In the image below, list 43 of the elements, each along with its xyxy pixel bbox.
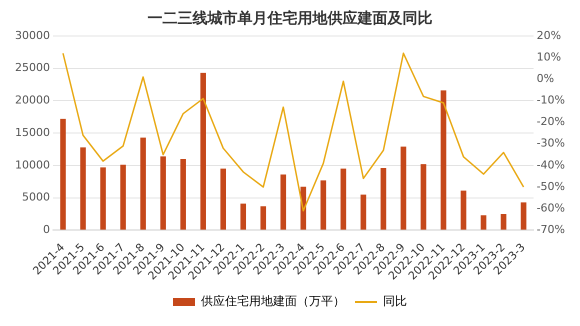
y-tick-label: 20000	[14, 94, 50, 107]
y2-tick-label: -30%	[536, 136, 566, 150]
y2-tick-label: -50%	[536, 180, 566, 193]
y-tick-label: 0	[42, 223, 50, 236]
y-tick-label: 15000	[14, 126, 50, 139]
bar	[240, 204, 246, 230]
y2-tick-label: 20%	[536, 28, 562, 42]
bar	[460, 190, 466, 230]
bar	[280, 174, 286, 230]
y2-tick-label: -60%	[536, 201, 566, 214]
bar	[220, 168, 226, 230]
y-tick-label: 10000	[14, 158, 50, 172]
bar	[180, 158, 186, 230]
bar	[140, 138, 146, 230]
y2-tick-label: -20%	[536, 115, 566, 128]
bar	[420, 164, 426, 230]
chart-title: 一二三线城市单月住宅用地供应建面及同比	[148, 8, 432, 27]
y-tick-label: 30000	[14, 28, 50, 42]
bar	[360, 194, 366, 230]
bar	[120, 164, 126, 230]
bar	[80, 147, 86, 230]
bar	[160, 156, 166, 230]
bar	[100, 167, 106, 230]
bar	[380, 168, 386, 230]
bar	[440, 90, 446, 230]
legend-label: 供应住宅用地建面（万平）	[201, 294, 345, 308]
y2-tick-label: -70%	[536, 223, 566, 236]
bar	[200, 72, 206, 230]
bar	[480, 215, 486, 230]
y2-tick-label: -10%	[536, 94, 566, 107]
y2-tick-label: 10%	[536, 50, 562, 64]
bar	[320, 180, 326, 230]
y-tick-label: 5000	[22, 190, 50, 204]
bar	[500, 214, 506, 230]
bar	[60, 118, 66, 230]
bar	[260, 206, 266, 230]
bar	[400, 146, 406, 230]
legend-label: 同比	[383, 294, 407, 308]
y-tick-label: 25000	[14, 61, 50, 74]
y2-tick-label: 0%	[536, 72, 554, 86]
bar	[520, 202, 526, 230]
y2-tick-label: -40%	[536, 158, 566, 172]
bar	[340, 168, 346, 230]
